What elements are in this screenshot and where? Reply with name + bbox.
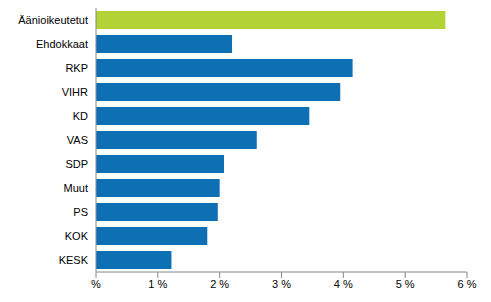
svg-text:2 %: 2 % [210,278,229,290]
svg-text:VIHR: VIHR [62,86,88,98]
svg-text:Muut: Muut [64,182,88,194]
svg-text:Äänioikeutetut: Äänioikeutetut [18,14,88,26]
svg-text:KD: KD [73,110,88,122]
svg-text:VAS: VAS [67,134,88,146]
svg-text:KOK: KOK [65,230,89,242]
svg-text:1 %: 1 % [148,278,167,290]
svg-text:PS: PS [73,206,88,218]
svg-text:%: % [91,278,101,290]
svg-text:5 %: 5 % [396,278,415,290]
svg-text:4 %: 4 % [334,278,353,290]
svg-text:KESK: KESK [59,254,89,266]
svg-text:SDP: SDP [65,158,88,170]
svg-text:6 %: 6 % [458,278,477,290]
svg-text:Ehdokkaat: Ehdokkaat [36,38,88,50]
svg-text:3 %: 3 % [272,278,291,290]
svg-text:RKP: RKP [65,62,88,74]
